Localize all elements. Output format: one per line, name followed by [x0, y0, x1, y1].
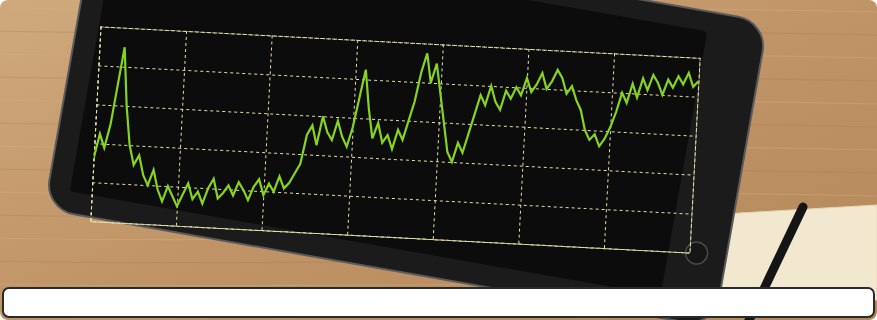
tablet [44, 0, 768, 320]
x-axis-line [91, 26, 700, 253]
x-axis-tick [91, 26, 101, 221]
tablet-bezel [44, 0, 768, 320]
y-axis-tick [100, 27, 699, 58]
grid-line [91, 26, 101, 221]
grid-line [690, 58, 700, 253]
chart [90, 26, 700, 253]
x-axis [91, 26, 700, 253]
grid-line [94, 144, 693, 175]
y-axis-tick [92, 183, 691, 214]
x-axis-tick [604, 53, 614, 248]
data-line [91, 36, 699, 233]
y-axis-tick [98, 66, 697, 97]
y-axis-tick [94, 144, 693, 175]
x-axis-tick [262, 35, 272, 230]
grid-line [262, 35, 272, 230]
y-axis [90, 27, 699, 253]
plot-area [91, 36, 699, 233]
grid-line [96, 105, 695, 136]
caption-panel [3, 288, 874, 317]
y-axis-tick [96, 105, 695, 136]
tablet-screen [70, 0, 707, 295]
scene [0, 0, 877, 320]
page: {"chart_data": {"type": "line", "values"… [0, 0, 877, 320]
grid-line [604, 53, 614, 248]
y-axis-line [91, 27, 700, 253]
x-axis-tick [690, 58, 700, 253]
grid-line [100, 27, 699, 58]
grid-line [98, 66, 697, 97]
grid-line [92, 183, 691, 214]
